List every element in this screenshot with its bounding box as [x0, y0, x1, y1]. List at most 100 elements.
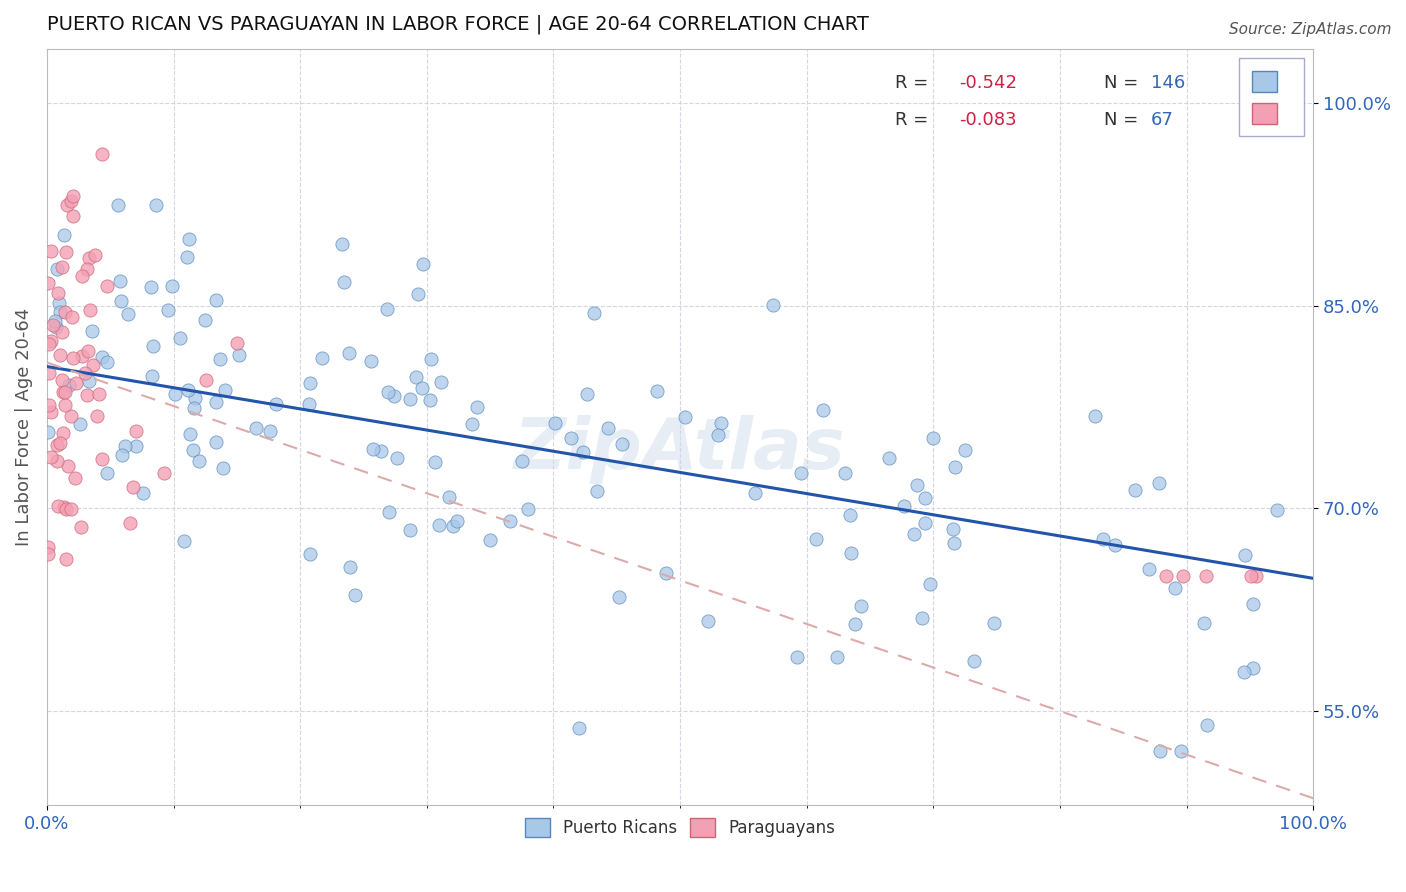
Point [963, 654, 986, 668]
Point [893, 499, 915, 513]
Point [437, 490, 460, 504]
Text: R =: R = [896, 111, 935, 128]
Point [245, 421, 267, 435]
Point [184, 391, 207, 405]
Text: 146: 146 [1152, 74, 1185, 93]
Text: -0.542: -0.542 [959, 74, 1017, 93]
Point [69, 417, 91, 431]
Point [39, 405, 62, 419]
Point [91, 452, 114, 467]
Point [1192, 615, 1215, 630]
Point [337, 346, 360, 360]
Point [75, 366, 97, 380]
Point [39, 334, 62, 348]
Point [983, 615, 1005, 630]
Point [124, 424, 146, 438]
Point [204, 395, 226, 409]
Point [139, 280, 162, 294]
Point [110, 293, 132, 308]
Point [37, 547, 59, 561]
Point [82, 325, 104, 339]
Point [183, 401, 205, 415]
Point [153, 466, 176, 480]
Point [194, 313, 217, 327]
Point [214, 383, 236, 397]
Point [77, 375, 100, 389]
Point [96, 466, 118, 480]
Point [425, 455, 447, 469]
Point [343, 588, 366, 602]
Point [427, 518, 450, 533]
Point [157, 303, 180, 318]
Point [419, 352, 441, 367]
Point [333, 276, 356, 290]
Point [914, 516, 936, 530]
Point [921, 432, 943, 446]
Point [1137, 562, 1160, 576]
Point [111, 448, 134, 462]
Text: 67: 67 [1152, 111, 1174, 128]
Text: ZipAtlas: ZipAtlas [515, 416, 846, 484]
Point [914, 491, 936, 506]
Point [60, 194, 83, 208]
Point [44, 314, 66, 328]
Point [165, 387, 187, 401]
Point [114, 439, 136, 453]
Point [70, 520, 93, 534]
Point [160, 279, 183, 293]
Text: PUERTO RICAN VS PARAGUAYAN IN LABOR FORCE | AGE 20-64 CORRELATION CHART: PUERTO RICAN VS PARAGUAYAN IN LABOR FORC… [46, 15, 869, 35]
Point [96, 355, 118, 369]
Point [517, 502, 540, 516]
Point [377, 385, 399, 400]
Point [84, 248, 107, 262]
Point [122, 480, 145, 494]
Point [406, 287, 429, 301]
Point [38, 398, 60, 412]
Point [58, 377, 80, 392]
Point [877, 450, 900, 465]
Point [62, 351, 84, 366]
Point [55, 551, 77, 566]
Point [96, 278, 118, 293]
Text: R =: R = [896, 74, 935, 93]
Point [1241, 597, 1264, 611]
Point [1091, 533, 1114, 547]
Point [586, 484, 609, 499]
Point [399, 524, 422, 538]
Point [205, 293, 228, 307]
Point [710, 417, 733, 431]
Point [195, 373, 218, 387]
Point [1195, 718, 1218, 732]
Point [169, 331, 191, 345]
Point [82, 358, 104, 372]
Point [65, 376, 87, 390]
Point [212, 460, 235, 475]
Point [786, 650, 808, 665]
Point [1265, 502, 1288, 516]
Point [1241, 661, 1264, 675]
Point [298, 397, 321, 411]
Point [330, 237, 353, 252]
Point [1171, 568, 1194, 582]
Point [465, 401, 488, 415]
Point [838, 508, 860, 523]
Point [1233, 665, 1256, 679]
Point [108, 273, 131, 287]
Point [645, 384, 668, 399]
Text: N =: N = [1104, 74, 1144, 93]
Point [177, 384, 200, 398]
Point [941, 522, 963, 536]
Point [789, 466, 811, 480]
Point [45, 454, 67, 468]
Point [51, 325, 73, 339]
Point [1084, 409, 1107, 424]
Point [117, 307, 139, 321]
Point [360, 353, 382, 368]
Point [46, 262, 69, 277]
Text: -0.083: -0.083 [959, 111, 1017, 128]
Point [177, 232, 200, 246]
Point [62, 209, 84, 223]
Point [49, 349, 72, 363]
Point [46, 285, 69, 300]
Point [79, 303, 101, 318]
